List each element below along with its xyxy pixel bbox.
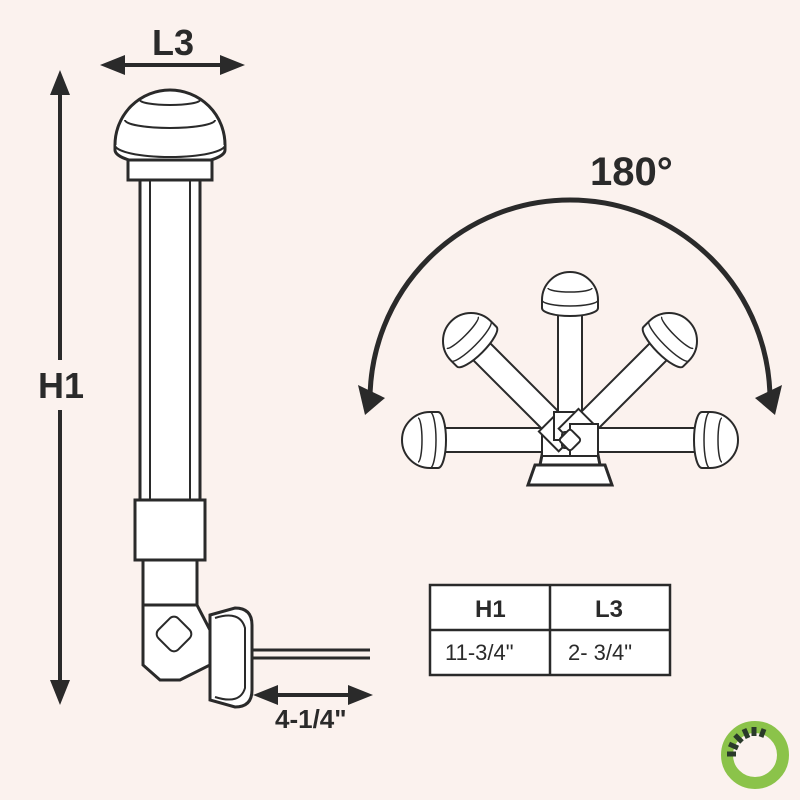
- table-val-h1: 11-3/4": [445, 640, 514, 665]
- table-val-l3: 2- 3/4": [568, 640, 632, 665]
- wire-dim-label: 4-1/4": [275, 704, 347, 734]
- table-col-l3: L3: [595, 596, 623, 623]
- articulation-diagram: 180°: [358, 150, 782, 485]
- dim-h1: H1: [30, 70, 90, 705]
- dim-wire: 4-1/4": [253, 685, 373, 734]
- h1-label: H1: [38, 365, 84, 406]
- angle-label: 180°: [590, 150, 673, 194]
- dimension-table: H1 L3 11-3/4" 2- 3/4": [430, 585, 670, 675]
- l3-label: L3: [152, 22, 194, 63]
- brand-logo-icon: [727, 727, 783, 783]
- dim-l3: L3: [100, 22, 245, 75]
- pole-light-main: [115, 90, 370, 707]
- table-col-h1: H1: [475, 596, 506, 623]
